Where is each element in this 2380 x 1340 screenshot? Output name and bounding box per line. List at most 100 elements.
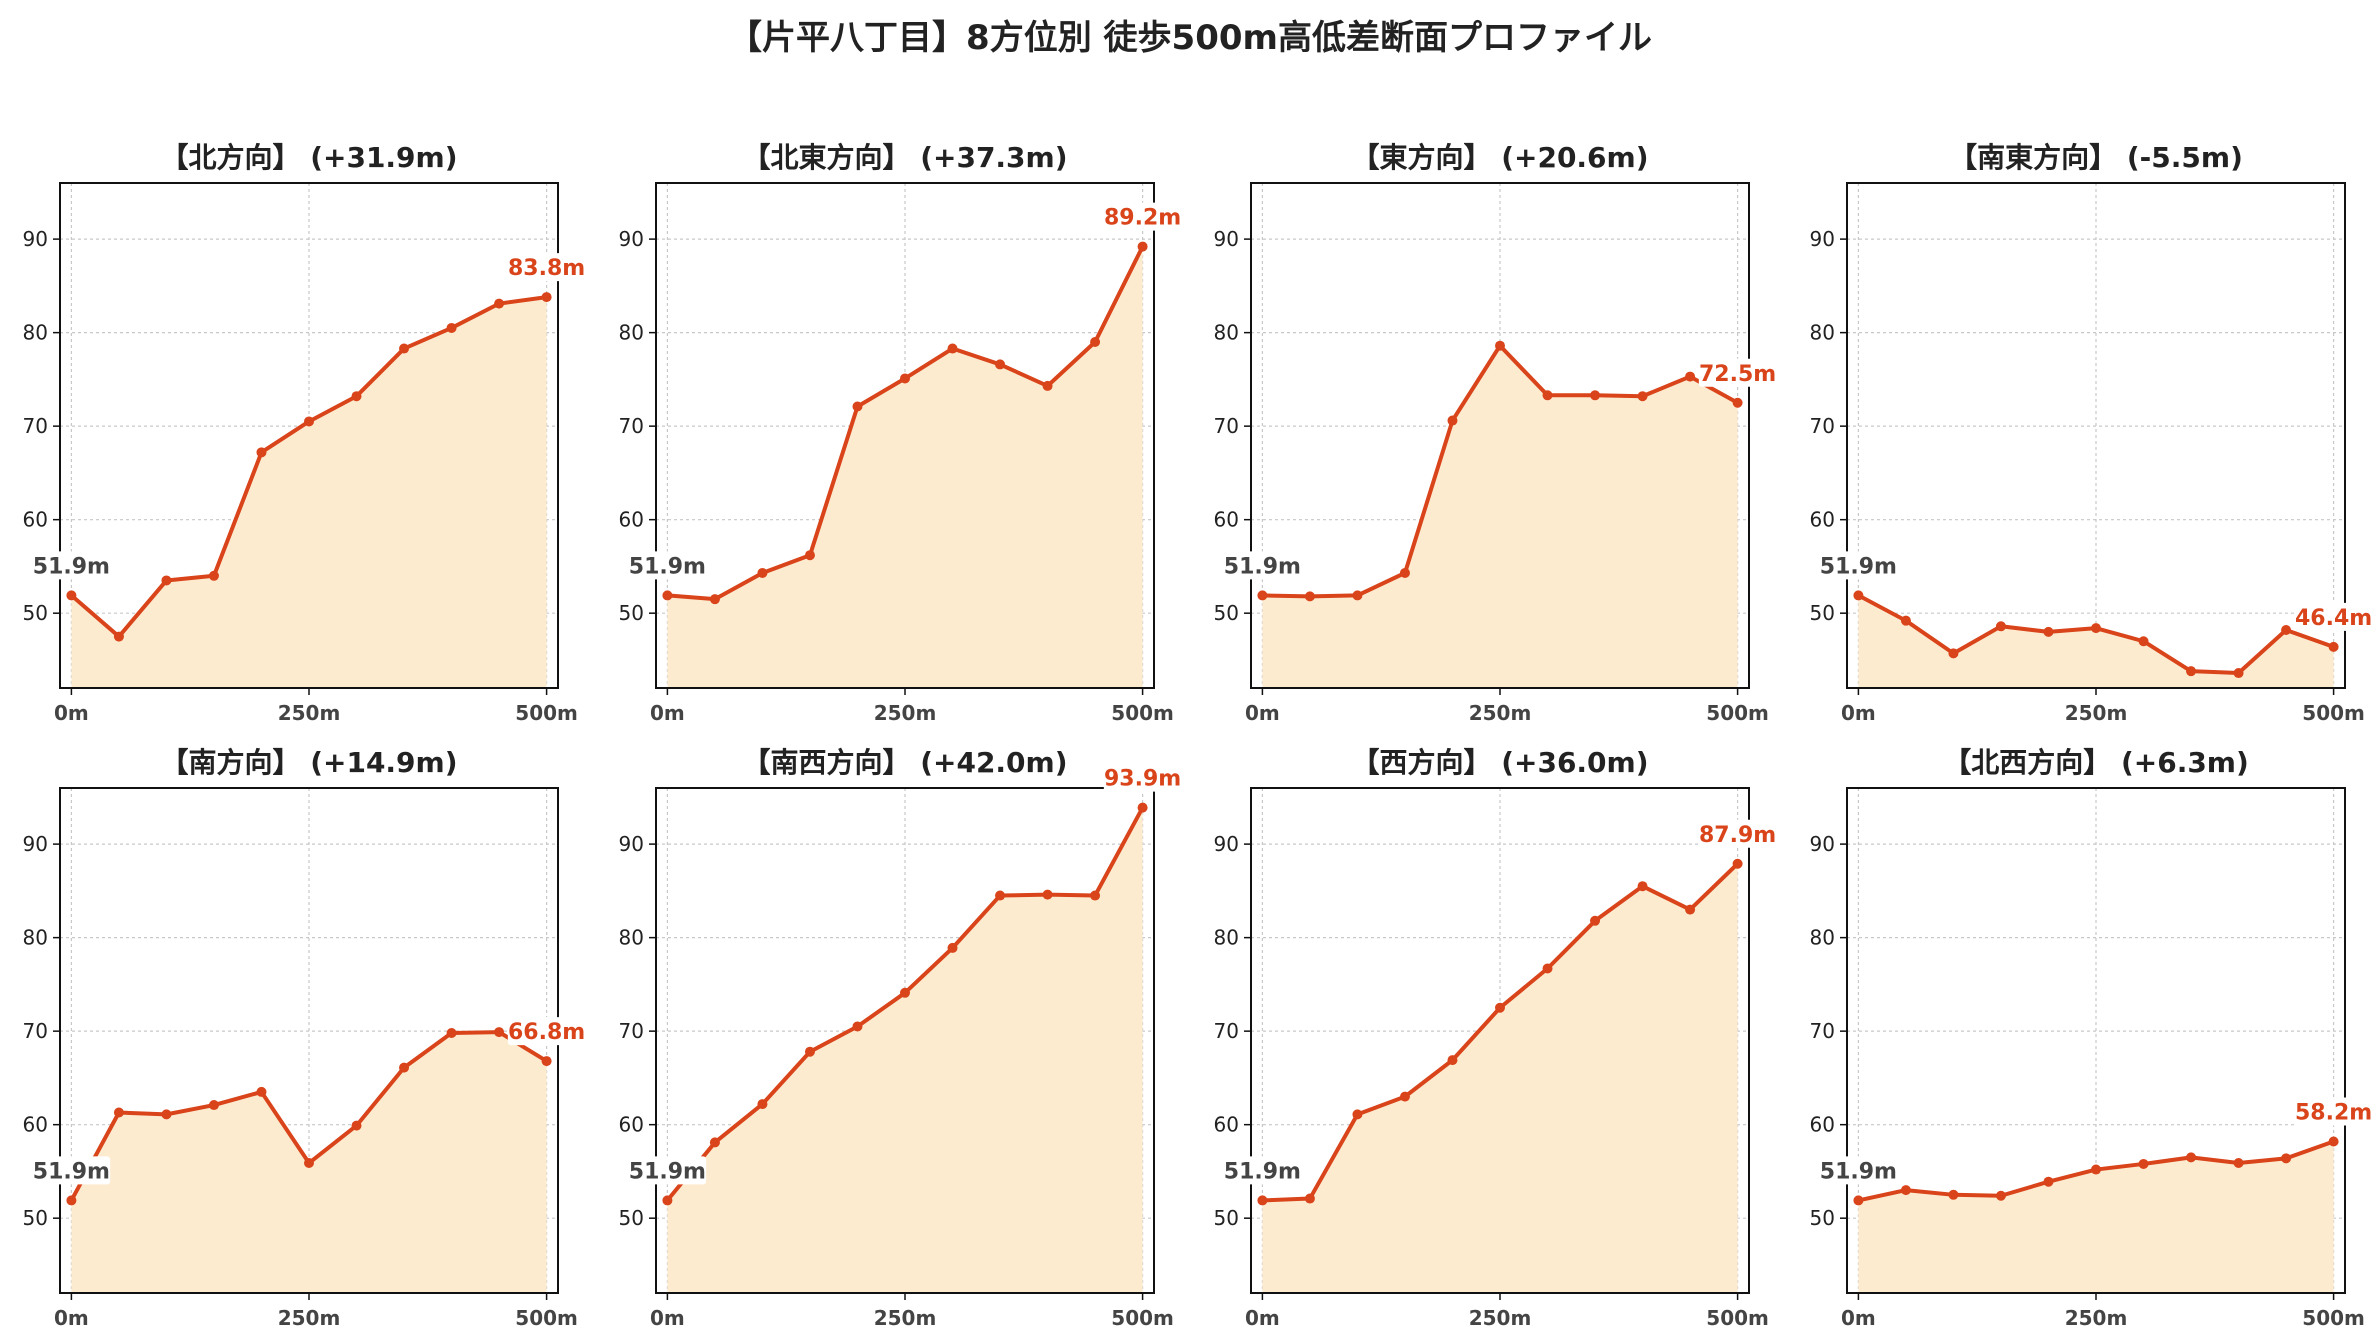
profile-panel-7: 50 60 70 80 90 0m 250m 500m 【北西方向】 (+6.3m) 51.9m 5… <box>1810 746 2373 1330</box>
elevation-point <box>2091 623 2101 634</box>
y-tick-label: 50 <box>23 601 48 625</box>
elevation-point <box>900 987 910 998</box>
end-label-text: 89.2m <box>1104 206 1181 231</box>
elevation-point <box>2186 1152 2197 1163</box>
start-label-box <box>1223 551 1302 580</box>
elevation-point <box>1495 340 1505 351</box>
elevation-point <box>995 890 1006 901</box>
end-label-box <box>1103 763 1182 792</box>
x-tick-label: 500m <box>515 701 578 725</box>
y-tick-label: 80 <box>619 321 644 345</box>
y-tick-label: 70 <box>23 414 48 438</box>
x-tick-label: 250m <box>2065 1306 2128 1330</box>
elevation-area <box>1858 1141 2334 1293</box>
y-tick-label: 60 <box>1810 1113 1835 1137</box>
page-title: 【片平八丁目】8方位別 徒歩500m高低差断面プロファイル <box>728 18 1652 58</box>
elevation-area <box>667 246 1143 688</box>
end-label-box <box>507 253 586 282</box>
elevation-point <box>2138 1158 2149 1169</box>
start-value-label: 51.9m <box>32 1156 111 1185</box>
profile-panel-3: 50 60 70 80 90 0m 250m 500m 【南東方向】 (-5.5m) 51.9m 4… <box>1810 141 2373 725</box>
x-tick-label: 0m <box>650 1306 685 1330</box>
y-tick-label: 80 <box>23 926 48 950</box>
elevation-point <box>2233 668 2244 679</box>
elevation-point <box>541 292 552 303</box>
elevation-point <box>757 567 768 578</box>
elevation-area <box>71 1032 547 1293</box>
elevation-area <box>71 297 547 688</box>
elevation-point <box>1732 397 1743 408</box>
elevation-point <box>208 1100 219 1111</box>
elevation-point <box>852 401 863 412</box>
elevation-point <box>1900 1185 1911 1196</box>
y-tick-label: 50 <box>1214 1206 1239 1230</box>
y-tick-label: 50 <box>23 1206 48 1230</box>
y-tick-label: 80 <box>619 926 644 950</box>
elevation-point <box>1447 415 1458 426</box>
y-tick-label: 60 <box>1214 1113 1239 1137</box>
elevation-point <box>1399 567 1410 578</box>
elevation-point <box>1542 963 1553 974</box>
x-tick-label: 500m <box>1706 701 1769 725</box>
elevation-area <box>1858 595 2334 688</box>
elevation-point <box>1137 802 1148 813</box>
profile-panel-1: 50 60 70 80 90 0m 250m 500m 【北東方向】 (+37.3m) 51.9m… <box>619 141 1182 725</box>
x-tick-label: 0m <box>1841 701 1876 725</box>
elevation-point <box>2233 1158 2244 1169</box>
elevation-point <box>1637 391 1648 402</box>
profile-panel-2: 50 60 70 80 90 0m 250m 500m 【東方向】 (+20.6m) 51.9m 7… <box>1214 141 1777 725</box>
elevation-point <box>804 1046 815 1057</box>
start-label-box <box>1819 551 1898 580</box>
elevation-point <box>1090 890 1101 901</box>
y-tick-label: 50 <box>619 601 644 625</box>
y-tick-label: 90 <box>1810 832 1835 856</box>
x-tick-label: 250m <box>874 701 937 725</box>
elevation-point <box>161 575 172 586</box>
end-label-text: 58.2m <box>2295 1101 2372 1126</box>
elevation-point <box>494 298 505 309</box>
elevation-point <box>256 447 267 458</box>
elevation-point <box>113 631 124 642</box>
end-label-box <box>2294 1097 2373 1126</box>
y-tick-label: 80 <box>23 321 48 345</box>
elevation-point <box>1948 1189 1959 1200</box>
y-tick-label: 70 <box>1810 1019 1835 1043</box>
x-tick-label: 0m <box>1245 1306 1280 1330</box>
elevation-area <box>1262 863 1738 1293</box>
end-label-text: 87.9m <box>1699 823 1776 848</box>
panel-title: 【西方向】 (+36.0m) <box>1351 746 1648 779</box>
y-tick-label: 70 <box>619 1019 644 1043</box>
elevation-area <box>667 807 1143 1293</box>
start-value-label: 51.9m <box>32 551 111 580</box>
panel-title: 【北東方向】 (+37.3m) <box>742 141 1067 174</box>
elevation-point <box>351 391 362 402</box>
y-tick-label: 60 <box>23 1113 48 1137</box>
elevation-point <box>1732 858 1743 869</box>
start-value-label: 51.9m <box>1819 1156 1898 1185</box>
start-value-label: 51.9m <box>1223 1156 1302 1185</box>
start-value-label: 51.9m <box>628 551 707 580</box>
start-label-box <box>32 1156 111 1185</box>
y-tick-label: 90 <box>1214 227 1239 251</box>
profile-panel-0: 50 60 70 80 90 0m 250m 500m 【北方向】 (+31.9m) 51.9m 8… <box>23 141 586 725</box>
elevation-point <box>1685 904 1696 915</box>
end-label-box <box>1698 358 1777 387</box>
y-tick-label: 50 <box>1810 1206 1835 1230</box>
elevation-point <box>66 590 77 601</box>
panel-title: 【南方向】 (+14.9m) <box>160 746 457 779</box>
elevation-point <box>1995 621 2006 632</box>
x-tick-label: 500m <box>2302 1306 2365 1330</box>
panel-title: 【北西方向】 (+6.3m) <box>1943 746 2249 779</box>
elevation-point <box>1042 889 1053 900</box>
end-label-text: 66.8m <box>508 1020 585 1045</box>
end-label-box <box>2294 602 2373 631</box>
panel-title: 【北方向】 (+31.9m) <box>160 141 457 174</box>
elevation-point <box>1685 371 1696 382</box>
y-tick-label: 70 <box>23 1019 48 1043</box>
elevation-point <box>1399 1091 1410 1102</box>
elevation-point <box>1090 336 1101 347</box>
end-label-text: 83.8m <box>508 256 585 281</box>
elevation-point <box>1495 1002 1505 1013</box>
elevation-point <box>2281 1153 2292 1164</box>
y-tick-label: 50 <box>619 1206 644 1230</box>
